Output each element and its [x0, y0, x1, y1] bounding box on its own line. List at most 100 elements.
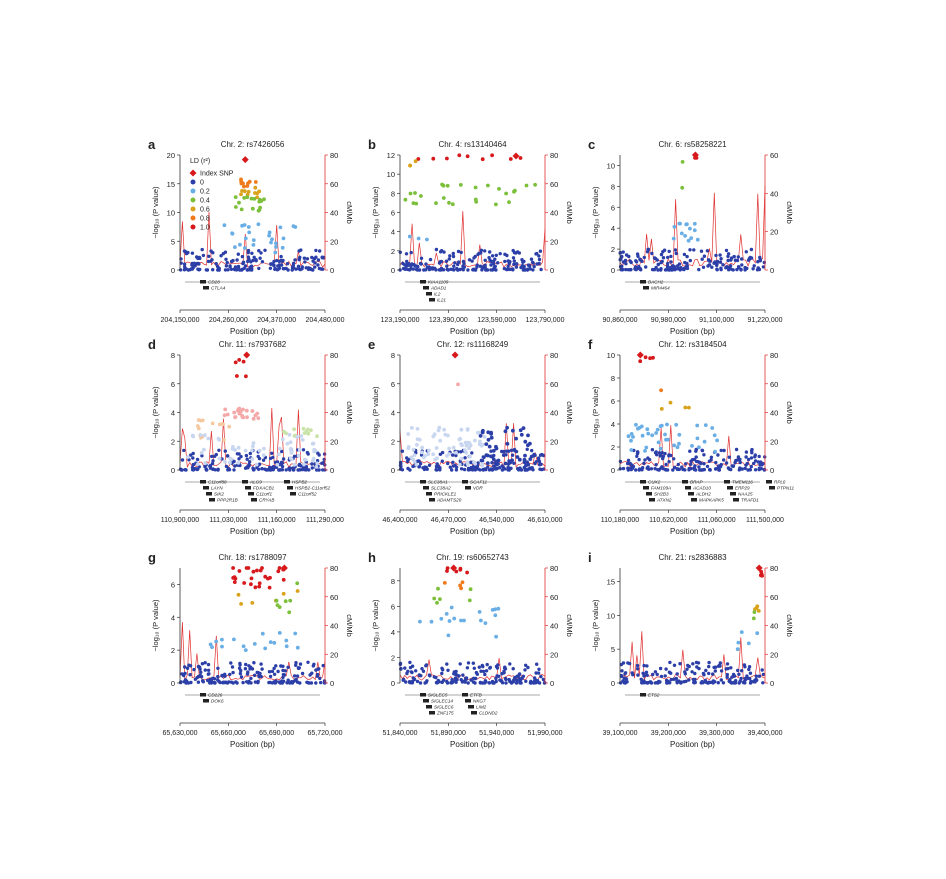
- data-point: [189, 680, 193, 685]
- data-point: [715, 259, 720, 264]
- data-point: [650, 251, 654, 256]
- data-point: [452, 264, 456, 268]
- data-point: [672, 465, 677, 470]
- y-tick-label: 4: [611, 420, 615, 429]
- data-point: [479, 618, 483, 623]
- y-tick-label: 8: [391, 577, 395, 586]
- data-point: [229, 680, 234, 684]
- data-point: [509, 448, 514, 452]
- data-point: [284, 468, 288, 472]
- data-point: [517, 468, 521, 472]
- data-point: [191, 462, 195, 467]
- data-point: [736, 265, 741, 269]
- data-point: [761, 672, 766, 677]
- data-point: [726, 254, 730, 259]
- data-point: [629, 448, 634, 452]
- data-point: [669, 671, 673, 675]
- data-point: [675, 681, 679, 685]
- data-point: [251, 467, 256, 471]
- data-point: [240, 413, 245, 418]
- data-point: [314, 248, 318, 253]
- data-point: [707, 664, 711, 669]
- data-point: [424, 268, 428, 272]
- y-axis-title: −log₁₀ (P value): [371, 186, 380, 238]
- data-point: [495, 674, 499, 678]
- data-point: [408, 468, 412, 472]
- data-point: [494, 202, 498, 207]
- data-point: [729, 467, 733, 472]
- gene-label: MIR4464: [651, 286, 670, 291]
- data-point: [692, 221, 697, 226]
- data-point: [311, 456, 316, 461]
- data-point: [316, 263, 320, 267]
- y-axis-right-title: cM/Mb: [785, 401, 794, 424]
- data-point: [424, 262, 428, 266]
- data-point: [688, 248, 692, 252]
- data-point: [704, 680, 708, 684]
- data-point: [486, 437, 491, 442]
- data-point: [528, 267, 532, 271]
- data-point: [440, 671, 444, 676]
- data-point: [285, 441, 290, 446]
- data-point: [183, 468, 187, 472]
- data-point: [517, 676, 521, 680]
- y-tick-label: 10: [607, 611, 615, 620]
- data-point: [726, 666, 730, 671]
- x-tick-label: 123,790,000: [526, 317, 565, 324]
- data-point: [711, 672, 715, 676]
- data-point: [223, 407, 228, 412]
- gene-label: SIK2: [214, 492, 224, 497]
- data-point: [483, 258, 487, 262]
- data-point: [505, 441, 510, 446]
- data-point: [663, 451, 667, 456]
- data-point: [465, 154, 470, 159]
- data-point: [271, 468, 275, 472]
- x-tick-label: 46,540,000: [479, 517, 514, 524]
- data-point: [244, 408, 249, 413]
- data-point: [314, 465, 319, 469]
- data-point: [702, 254, 707, 258]
- data-point: [296, 453, 301, 458]
- data-point: [502, 671, 506, 675]
- data-point: [503, 667, 508, 671]
- data-point: [757, 454, 761, 459]
- gene-exon: [426, 292, 432, 296]
- gene-exon: [245, 486, 251, 490]
- data-point: [275, 603, 280, 607]
- gene-exon: [209, 498, 215, 502]
- data-point: [184, 250, 188, 254]
- data-point: [224, 464, 229, 469]
- y-tick-right-label: 20: [770, 228, 778, 237]
- y-tick-label: 6: [391, 380, 395, 389]
- gene-label: TRAFD1: [741, 498, 759, 503]
- data-point: [630, 671, 634, 675]
- data-point: [713, 449, 717, 454]
- data-point: [445, 183, 450, 188]
- data-point: [646, 247, 651, 252]
- data-point: [485, 461, 490, 465]
- data-point: [658, 680, 662, 684]
- data-point: [285, 681, 289, 685]
- data-point: [412, 453, 417, 457]
- data-point: [621, 466, 626, 471]
- data-point: [739, 267, 743, 272]
- data-point: [661, 256, 666, 260]
- y-tick-right-label: 60: [330, 380, 338, 389]
- gene-exon: [251, 498, 257, 502]
- data-point: [721, 263, 725, 267]
- data-point: [280, 245, 285, 250]
- data-point: [762, 260, 766, 265]
- data-point: [476, 252, 480, 257]
- gene-exon: [206, 492, 212, 496]
- data-point: [408, 665, 413, 670]
- data-point: [683, 405, 688, 410]
- gene-exon: [724, 480, 730, 484]
- data-point: [678, 221, 682, 226]
- data-point: [452, 672, 456, 676]
- data-point: [448, 254, 452, 258]
- data-point: [247, 257, 251, 261]
- data-point: [267, 680, 271, 685]
- data-point: [447, 446, 451, 451]
- gene-label: BACH2: [648, 280, 664, 285]
- data-point: [530, 260, 535, 265]
